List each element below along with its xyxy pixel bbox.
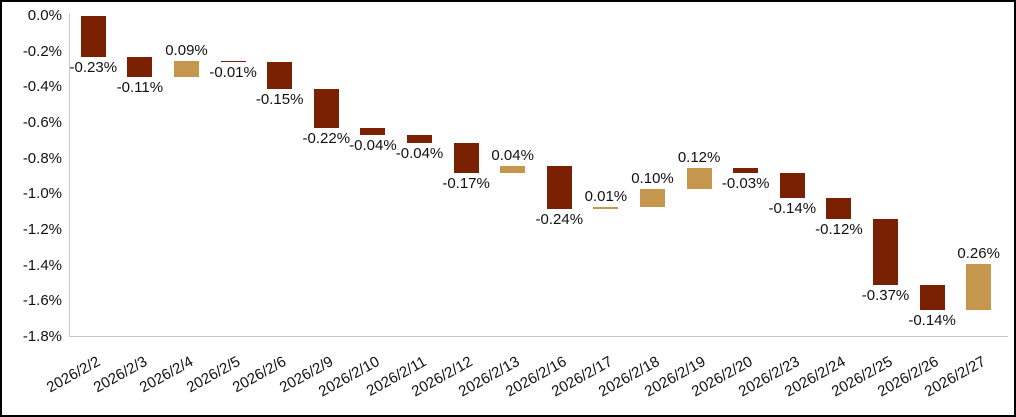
bar-label: 0.04% [491, 146, 534, 164]
bar-label: 0.12% [677, 148, 721, 166]
bar [640, 188, 665, 207]
bar-label: -0.37% [861, 287, 910, 305]
bar [174, 60, 199, 77]
bar-label: -0.11% [116, 78, 164, 96]
bar [779, 172, 805, 198]
bar [546, 165, 572, 209]
bar-label: -0.17% [442, 174, 490, 192]
bar-label: 0.26% [957, 244, 1000, 262]
bar [919, 285, 945, 311]
bar-label: -0.24% [535, 210, 584, 228]
y-tick-label: -0.6% [22, 114, 62, 131]
bar-label: -0.23% [69, 59, 118, 77]
y-tick-label: -0.8% [22, 149, 62, 167]
x-tick-label: 2026/2/2 [43, 353, 104, 397]
y-tick-label: -1.2% [22, 221, 62, 238]
bar [966, 263, 992, 311]
bar [686, 167, 712, 189]
bar-label: 0.10% [631, 169, 674, 187]
bar-label: 0.09% [165, 41, 208, 59]
y-tick-label: -1.4% [22, 256, 62, 274]
y-tick-label: -0.2% [22, 42, 62, 60]
bar [360, 128, 386, 136]
bar [407, 135, 432, 143]
bar [267, 62, 293, 90]
bar-label: -0.01% [209, 64, 257, 82]
y-tick-label: -1.6% [22, 292, 62, 310]
bar [500, 165, 526, 173]
bar-label: -0.14% [908, 312, 956, 330]
bar [80, 16, 106, 58]
bar [826, 197, 852, 220]
bar-label: -0.22% [302, 130, 351, 148]
bar-label: -0.14% [768, 199, 817, 217]
bar [220, 60, 246, 63]
bar [873, 219, 898, 286]
bar-label: 0.01% [584, 187, 628, 205]
bar [593, 206, 619, 209]
x-axis-line [70, 336, 1008, 337]
bar-label: -0.04% [349, 137, 397, 155]
bar [453, 142, 479, 173]
bar [313, 89, 339, 129]
y-tick-label: -1.8% [22, 328, 62, 345]
bar [733, 167, 759, 173]
bar-label: -0.03% [721, 174, 770, 192]
bar-label: -0.04% [395, 144, 444, 162]
bar [127, 57, 153, 77]
y-tick-label: 0.0% [27, 7, 62, 24]
y-tick-label: -1.0% [22, 185, 62, 203]
bar-label: -0.12% [815, 221, 863, 239]
bar-label: -0.15% [255, 91, 304, 109]
y-axis-line [69, 13, 70, 337]
y-tick-label: -0.4% [22, 78, 62, 96]
